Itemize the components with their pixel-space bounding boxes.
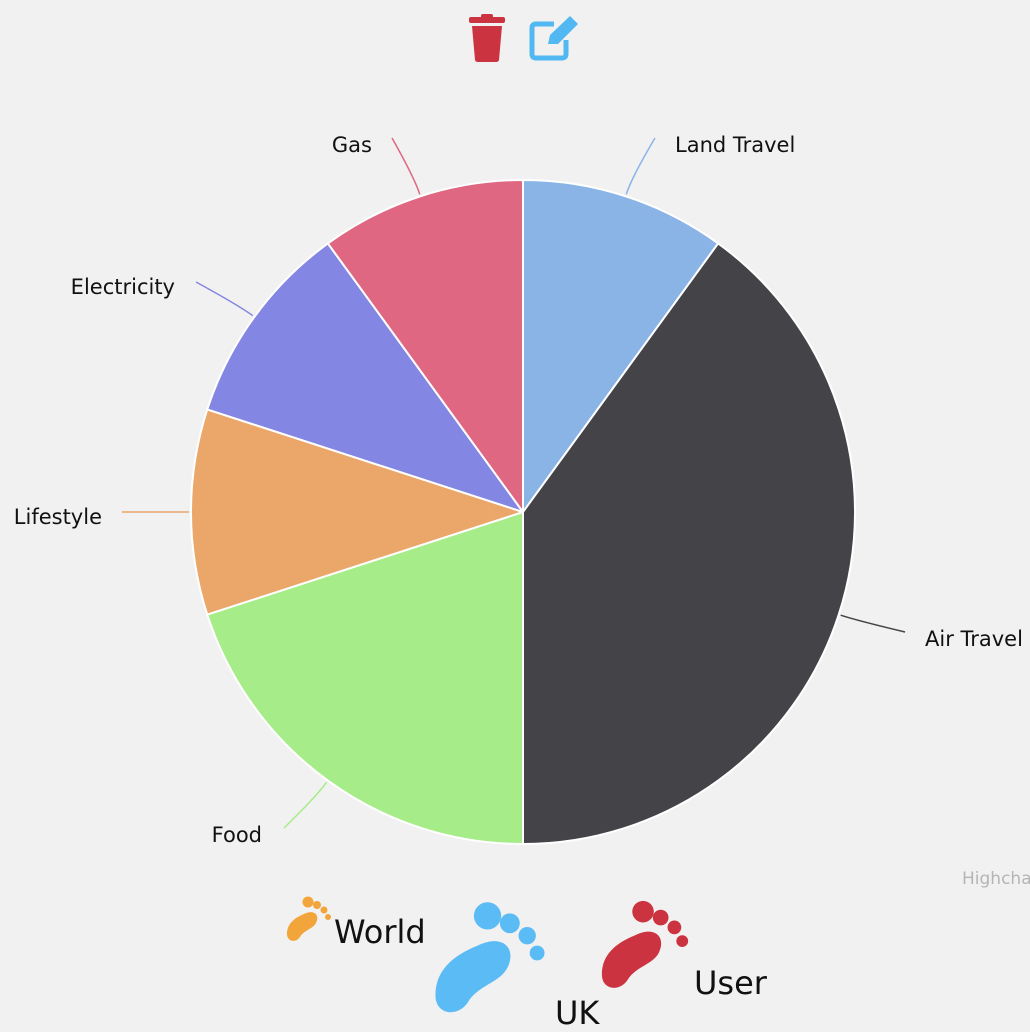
trash-icon[interactable] <box>466 14 508 64</box>
user-toe-3 <box>667 920 682 935</box>
label-connectors <box>122 137 906 829</box>
world-toe-1 <box>302 896 314 908</box>
user-toe-1 <box>632 900 654 923</box>
world-toe-3 <box>320 906 328 914</box>
pie-slice-land-travel[interactable] <box>522 179 720 513</box>
pie-slice-electricity[interactable] <box>206 242 524 513</box>
slice-label-lifestyle: Lifestyle <box>14 505 102 529</box>
pie-slices <box>189 179 856 845</box>
user-toe-2 <box>652 909 669 926</box>
pie-slice-air-travel[interactable] <box>522 242 856 845</box>
uk-toe-2 <box>499 913 520 934</box>
user-footprint-icon[interactable] <box>596 896 694 994</box>
pie-slice-food[interactable] <box>206 511 524 845</box>
trash-body <box>472 26 502 62</box>
uk-toe-1 <box>473 902 502 930</box>
trash-handle <box>481 14 493 19</box>
user-foot-sole <box>601 931 662 988</box>
edit-box <box>529 21 569 61</box>
slice-label-land-travel: Land Travel <box>675 133 795 157</box>
world-foot-sole <box>287 912 318 941</box>
slice-label-food: Food <box>212 823 262 847</box>
uk-toe-4 <box>529 945 545 961</box>
world-label[interactable]: World <box>334 913 426 951</box>
slice-label-gas: Gas <box>332 133 372 157</box>
slice-labels: Land Travel Air Travel Food Lifestyle Electr… <box>14 133 1023 847</box>
slice-label-air-travel: Air Travel <box>925 627 1023 651</box>
chart-credits[interactable]: Highcharts.com <box>962 869 1030 889</box>
edit-icon[interactable] <box>528 14 582 62</box>
pie-chart: Land Travel Air Travel Food Lifestyle Electr… <box>14 133 1030 889</box>
trash-lid <box>469 17 505 23</box>
pie-slice-lifestyle[interactable] <box>189 408 524 616</box>
pie-slice-gas[interactable] <box>326 179 524 513</box>
connector-air-travel <box>840 614 906 633</box>
slice-label-electricity: Electricity <box>71 275 175 299</box>
connector-gas <box>391 137 421 195</box>
uk-label[interactable]: UK <box>555 994 600 1032</box>
uk-footprint-icon[interactable] <box>428 896 552 1020</box>
user-toe-4 <box>676 935 689 947</box>
uk-toe-3 <box>518 927 536 945</box>
connector-land-travel <box>625 137 656 195</box>
connector-food <box>283 781 328 829</box>
world-footprint-icon[interactable] <box>283 894 335 944</box>
edit-pencil <box>548 16 578 44</box>
world-toe-2 <box>313 901 321 909</box>
uk-foot-sole <box>435 941 511 1013</box>
world-toe-4 <box>325 914 331 920</box>
connector-electricity <box>195 281 254 317</box>
user-label[interactable]: User <box>694 964 767 1002</box>
